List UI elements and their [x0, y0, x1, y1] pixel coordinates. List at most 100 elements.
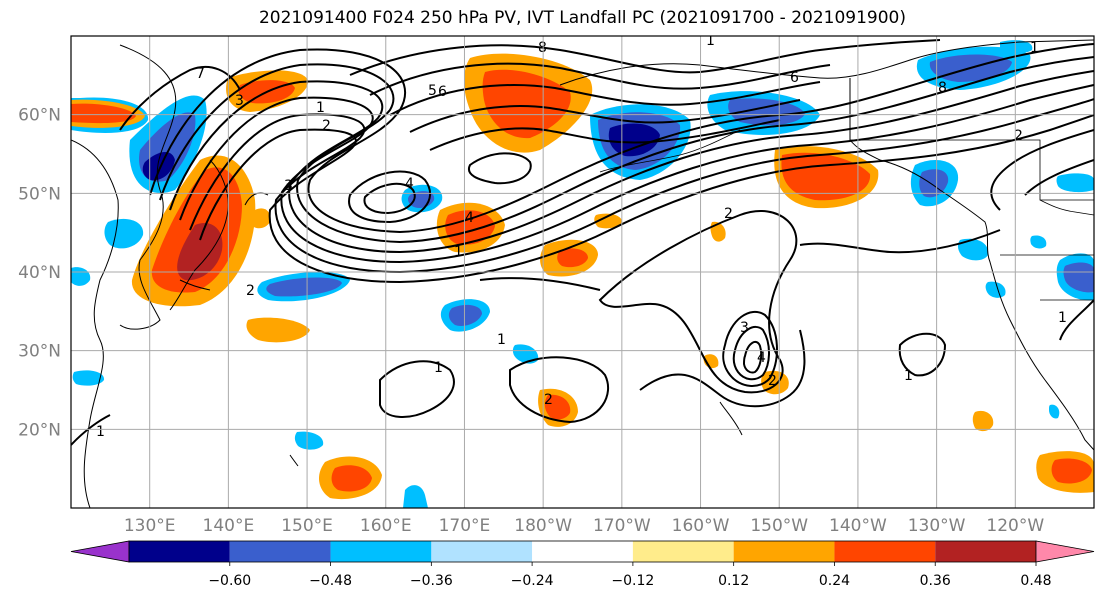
longitude-label: 130°W — [908, 516, 966, 536]
contour-label: 1 — [1030, 40, 1039, 56]
contour-label: 6 — [790, 70, 799, 86]
latitude-label: 50°N — [18, 184, 61, 204]
anomaly-negative — [985, 281, 1006, 298]
anomaly-positive — [710, 221, 726, 242]
anomaly-negative — [266, 277, 342, 297]
anomaly-positive — [1051, 458, 1092, 484]
anomaly-positive — [177, 222, 223, 281]
latitude-labels: 20°N 30°N 40°N 50°N 60°N — [18, 106, 61, 441]
longitude-label: 180°W — [514, 516, 572, 536]
contour-label: 4 — [465, 210, 474, 226]
colorbar-extend-low — [70, 540, 130, 563]
colorbar-label: −0.60 — [208, 573, 251, 589]
anomaly-negative — [1030, 235, 1047, 249]
anomaly-negative — [71, 103, 136, 124]
latitude-label: 20°N — [18, 420, 61, 440]
contour-label: 1 — [434, 360, 443, 376]
colorbar-label: 0.12 — [718, 573, 749, 589]
anomaly-negative — [1056, 173, 1094, 193]
contour-label: 8 — [538, 40, 547, 56]
contour-label: 1 — [1058, 310, 1067, 326]
longitude-label: 150°W — [750, 516, 808, 536]
contour-label: 1 — [96, 424, 105, 440]
anomaly-negative — [294, 431, 324, 450]
colorbar-box — [935, 541, 1036, 562]
colorbar-label: −0.12 — [611, 573, 654, 589]
longitude-labels: 130°E 140°E 150°E 160°E 170°E 180°W 170°W 160°W… — [124, 516, 1045, 536]
longitude-label: 170°E — [439, 516, 491, 536]
anomaly-positive — [249, 208, 271, 229]
longitude-label: 140°W — [829, 516, 887, 536]
colorbar-boxes — [70, 540, 1095, 563]
colorbar-labels: −0.60 −0.48 −0.36 −0.24 −0.12 0.12 0.24 0.36 0.4… — [208, 562, 1052, 589]
contour-label: 6 — [438, 84, 447, 100]
anomaly-positive — [594, 213, 622, 229]
latitude-label: 30°N — [18, 342, 61, 362]
contour-labels: 1 2 3 4 5 6 7 8 1 2 3 4 1 2 1 1 1 2 3 4 … — [96, 33, 1067, 440]
colorbar-label: −0.36 — [410, 573, 453, 589]
colorbar-label: −0.24 — [511, 573, 554, 589]
longitude-label: 160°E — [360, 516, 412, 536]
contour-label: 1 — [454, 244, 463, 260]
colorbar-box — [532, 541, 633, 562]
colorbar-box — [834, 541, 936, 562]
longitude-label: 120°W — [986, 516, 1044, 536]
anomaly-negative — [142, 151, 175, 181]
contour-label: 2 — [322, 118, 331, 134]
latitude-label: 40°N — [18, 263, 61, 283]
anomaly-positive — [972, 410, 994, 432]
contour-label: 4 — [405, 176, 414, 192]
colorbar-label: −0.48 — [309, 573, 352, 589]
anomaly-positive — [557, 248, 588, 268]
contour-label: 7 — [196, 66, 205, 82]
anomaly-negative — [1049, 404, 1060, 419]
pv-contours — [71, 39, 1094, 446]
longitude-label: 130°E — [124, 516, 176, 536]
colorbar-box — [431, 541, 533, 562]
longitude-label: 150°E — [281, 516, 333, 536]
anomaly-positive — [246, 317, 310, 343]
longitude-label: 140°E — [203, 516, 255, 536]
contour-label: 2 — [246, 283, 255, 299]
longitude-label: 170°W — [593, 516, 651, 536]
colorbar-box — [129, 541, 230, 562]
anomaly-positive — [544, 394, 571, 420]
anomaly-positive — [445, 210, 495, 245]
contour-label: 3 — [740, 320, 749, 336]
contour-label: 4 — [757, 350, 766, 366]
graticule — [71, 36, 1094, 508]
map-frame — [70, 35, 1095, 509]
longitude-label: 160°W — [672, 516, 730, 536]
contour-label: 5 — [428, 83, 437, 99]
contour-label: 2 — [1014, 128, 1023, 144]
colorbar-label: 0.48 — [1020, 573, 1051, 589]
contour-label: 2 — [768, 373, 777, 389]
anomaly-negative — [512, 344, 539, 364]
colorbar-box — [632, 541, 734, 562]
colorbar-extend-high — [1035, 540, 1095, 563]
colorbar-label: 0.36 — [920, 573, 951, 589]
anomaly-negative — [957, 238, 989, 261]
colorbar-box — [330, 541, 432, 562]
anomaly-positive — [331, 465, 372, 492]
contour-label: 3 — [284, 178, 293, 194]
contour-label: 1 — [316, 100, 325, 116]
contour-label: 1 — [706, 33, 715, 49]
contour-label: 1 — [904, 368, 913, 384]
colorbar-box — [733, 541, 835, 562]
contour-label: 2 — [724, 206, 733, 222]
map-title: 2021091400 F024 250 hPa PV, IVT Landfall… — [258, 8, 906, 28]
colorbar-box — [229, 541, 331, 562]
contour-label: 8 — [938, 80, 947, 96]
anomaly-negative — [448, 304, 482, 326]
colorbar-label: 0.24 — [819, 573, 850, 589]
contour-label: 1 — [497, 332, 506, 348]
anomaly-negative — [72, 370, 105, 386]
latitude-label: 60°N — [18, 106, 61, 126]
anomaly-negative — [1063, 262, 1094, 293]
contour-label: 3 — [235, 93, 244, 109]
contour-label: 2 — [544, 392, 553, 408]
anomaly-negative — [403, 485, 428, 508]
